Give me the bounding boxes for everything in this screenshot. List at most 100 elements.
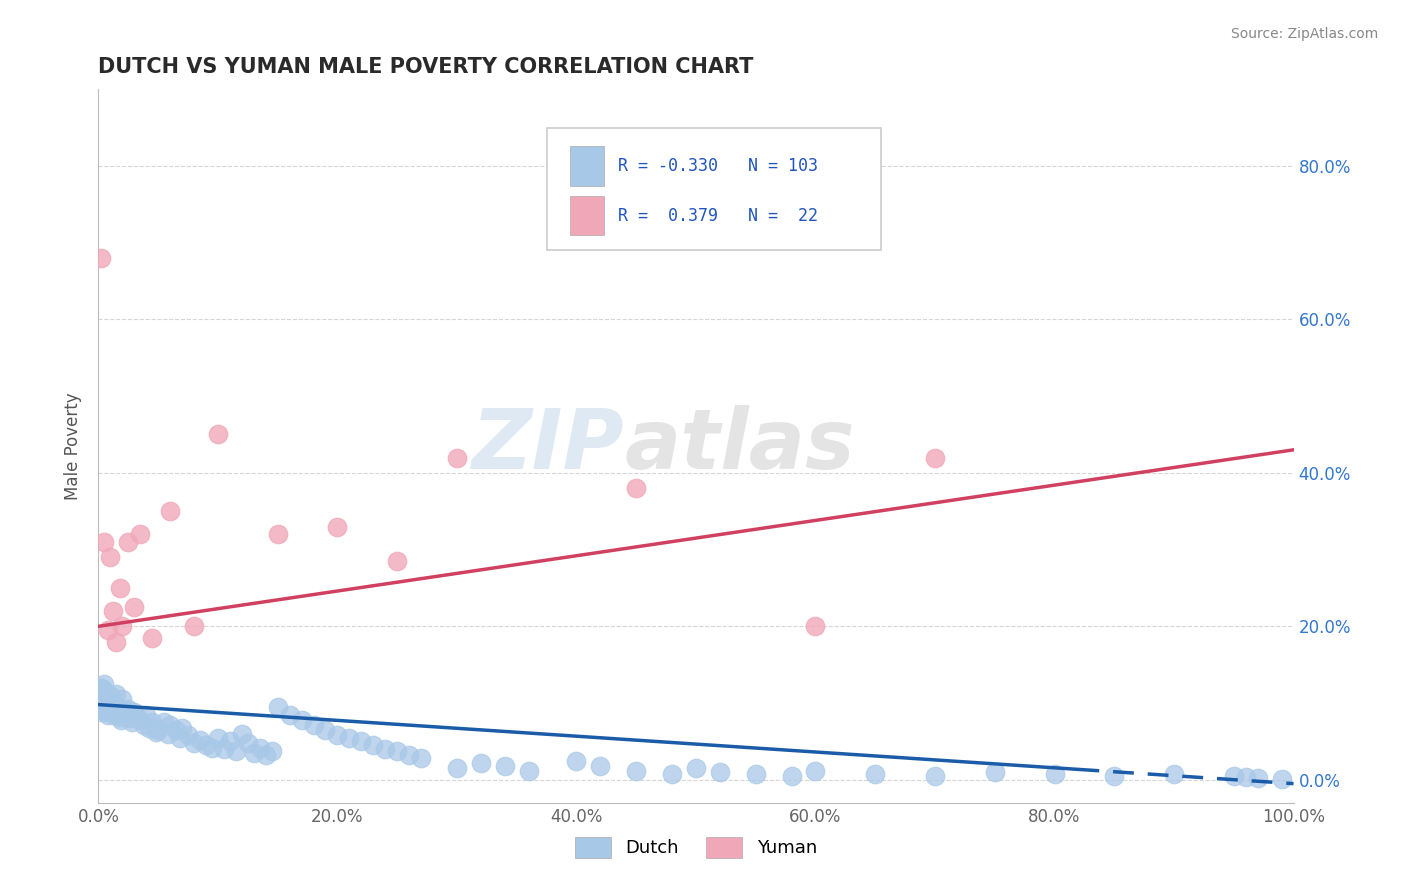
Point: [326, 519, 349, 533]
Point: [260, 744, 283, 758]
Point: [89, 692, 111, 706]
Point: [626, 764, 648, 778]
Point: [326, 728, 349, 742]
Point: [90, 699, 112, 714]
Point: [108, 710, 131, 724]
Point: [661, 766, 683, 780]
Point: [111, 692, 134, 706]
Point: [94, 699, 117, 714]
Point: [169, 731, 191, 745]
Point: [148, 723, 170, 737]
Point: [225, 744, 247, 758]
Point: [117, 702, 139, 716]
Point: [125, 710, 148, 724]
Point: [141, 631, 163, 645]
Point: [91, 705, 114, 719]
Point: [685, 761, 707, 775]
Point: [177, 728, 200, 742]
Point: [93, 677, 115, 691]
Point: [129, 527, 152, 541]
Point: [249, 740, 271, 755]
Point: [446, 761, 468, 775]
Point: [129, 713, 152, 727]
Point: [517, 764, 540, 778]
Point: [124, 705, 146, 719]
Point: [91, 682, 114, 697]
Point: [100, 702, 122, 716]
Point: [159, 717, 181, 731]
Point: [363, 738, 385, 752]
Point: [115, 707, 138, 722]
Point: [145, 725, 167, 739]
Point: [159, 504, 181, 518]
Point: [984, 765, 1007, 780]
Point: [104, 704, 127, 718]
Point: [165, 723, 187, 737]
Point: [97, 696, 120, 710]
Point: [188, 732, 211, 747]
Point: [105, 634, 128, 648]
Point: [411, 751, 433, 765]
Point: [108, 581, 131, 595]
Point: [195, 738, 218, 752]
Point: [1163, 766, 1185, 780]
Point: [1247, 771, 1270, 785]
Point: [494, 759, 516, 773]
Point: [1104, 769, 1126, 783]
Point: [1223, 769, 1246, 783]
Point: [96, 692, 118, 706]
Point: [153, 715, 176, 730]
Point: [219, 734, 242, 748]
Point: [374, 742, 396, 756]
Point: [278, 707, 301, 722]
Point: [103, 707, 125, 722]
Point: [1234, 771, 1257, 785]
Point: [1271, 772, 1294, 786]
Point: [91, 696, 114, 710]
Point: [350, 734, 373, 748]
Point: [302, 717, 325, 731]
Point: [96, 704, 118, 718]
Point: [626, 481, 648, 495]
Point: [89, 684, 111, 698]
Point: [243, 746, 266, 760]
Point: [141, 715, 163, 730]
Point: [98, 689, 122, 703]
Point: [90, 251, 112, 265]
Point: [107, 705, 129, 719]
Point: [98, 705, 122, 719]
Point: [98, 550, 122, 565]
Point: [865, 766, 887, 780]
Point: [135, 707, 157, 722]
Point: [745, 766, 768, 780]
Point: [315, 723, 337, 737]
Point: [132, 717, 155, 731]
Point: [91, 690, 114, 704]
Point: [924, 450, 946, 465]
Point: [93, 684, 115, 698]
Point: [138, 721, 160, 735]
Point: [107, 699, 129, 714]
Point: [231, 727, 253, 741]
FancyBboxPatch shape: [547, 128, 882, 250]
Point: [90, 681, 112, 695]
Point: [1043, 766, 1066, 780]
Text: Source: ZipAtlas.com: Source: ZipAtlas.com: [1230, 27, 1378, 41]
Point: [90, 689, 112, 703]
Point: [398, 748, 420, 763]
Point: [291, 713, 314, 727]
Text: atlas: atlas: [624, 406, 855, 486]
Point: [97, 623, 120, 637]
Point: [385, 554, 409, 568]
Bar: [571, 196, 605, 235]
Point: [207, 731, 229, 745]
Point: [267, 699, 290, 714]
Point: [709, 765, 731, 780]
Point: [111, 619, 134, 633]
Point: [91, 702, 114, 716]
Point: [470, 756, 492, 770]
Point: [254, 748, 277, 763]
Point: [183, 736, 205, 750]
Point: [212, 742, 235, 756]
Point: [565, 754, 588, 768]
